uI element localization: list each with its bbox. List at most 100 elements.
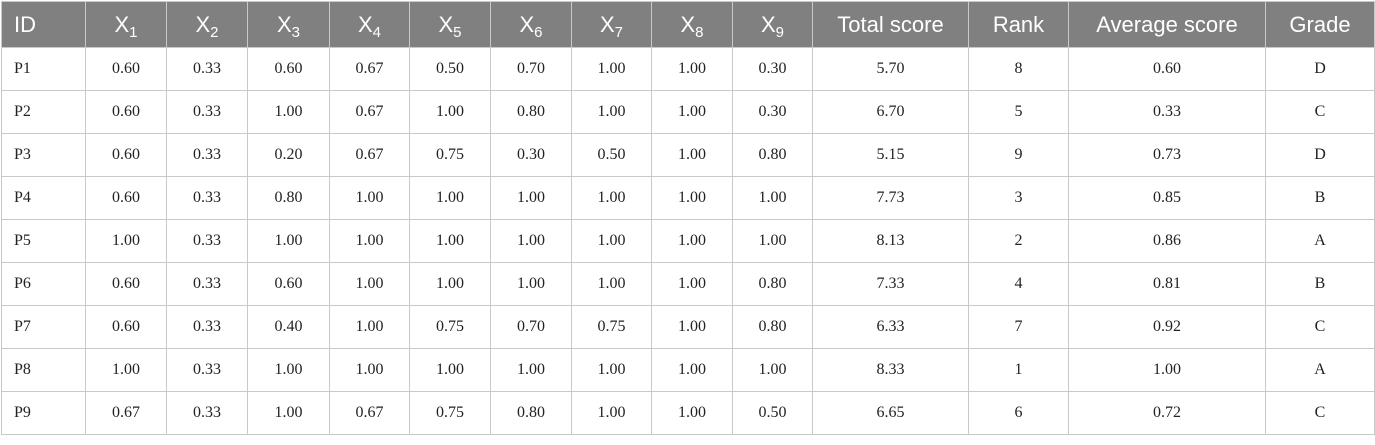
- table-cell: 0.75: [571, 305, 652, 349]
- table-cell: 0.75: [409, 305, 491, 349]
- table-cell: 0.70: [490, 305, 572, 349]
- header-text: ID: [14, 11, 36, 37]
- column-header: Average score: [1068, 1, 1266, 48]
- table-cell: 1.00: [409, 348, 491, 392]
- header-text: X: [276, 11, 292, 37]
- table-cell: 0.60: [85, 262, 167, 306]
- table-cell: 1.00: [1068, 348, 1266, 392]
- table-cell: 0.50: [409, 47, 491, 91]
- header-subscript: 5: [453, 23, 462, 41]
- table-cell: 5: [968, 90, 1069, 134]
- table-row: P5 1.00 0.33 1.00 1.00 1.00 1.00 1.00 1.00 1.00 8.…: [1, 219, 1375, 263]
- table-cell: 2: [968, 219, 1069, 263]
- table-row: P1 0.60 0.33 0.60 0.67 0.50 0.70 1.00 1.00 0.30 5.…: [1, 47, 1375, 91]
- table-cell: C: [1265, 90, 1375, 134]
- table-row: P7 0.60 0.33 0.40 1.00 0.75 0.70 0.75 1.00 0.80 6.…: [1, 305, 1375, 349]
- table-cell: 0.67: [329, 90, 410, 134]
- table-cell: 6: [968, 391, 1069, 435]
- table-cell: 0.92: [1068, 305, 1266, 349]
- table-cell: 0.60: [247, 47, 330, 91]
- column-header: X5: [409, 1, 491, 48]
- score-table: ID X1 X2 X3 X4 X5 X6 X7 X8 X9 Total score Rank Avera…: [1, 1, 1375, 435]
- table-cell: 1.00: [732, 219, 813, 263]
- column-header: Rank: [968, 1, 1069, 48]
- table-cell: 1.00: [490, 348, 572, 392]
- table-row: P2 0.60 0.33 1.00 0.67 1.00 0.80 1.00 1.00 0.30 6.…: [1, 90, 1375, 134]
- table-cell: 0.67: [85, 391, 167, 435]
- column-header: X3: [247, 1, 330, 48]
- table-cell: B: [1265, 262, 1375, 306]
- table-cell: 0.33: [1068, 90, 1266, 134]
- table-cell: 0.72: [1068, 391, 1266, 435]
- header-subscript: 6: [534, 23, 543, 41]
- table-cell: B: [1265, 176, 1375, 220]
- header-row: ID X1 X2 X3 X4 X5 X6 X7 X8 X9 Total score Rank Avera…: [1, 1, 1375, 48]
- table-cell: 1.00: [571, 90, 652, 134]
- table-cell: 0.60: [85, 47, 167, 91]
- header-subscript: 3: [291, 23, 301, 41]
- table-cell: 0.80: [732, 133, 813, 177]
- table-cell: P7: [1, 305, 86, 349]
- table-cell: 0.85: [1068, 176, 1266, 220]
- table-cell: 6.65: [812, 391, 969, 435]
- table-cell: P4: [1, 176, 86, 220]
- header-text: Grade: [1289, 11, 1351, 37]
- table-cell: P8: [1, 348, 86, 392]
- header-text: Total score: [837, 11, 944, 37]
- table-cell: 1.00: [651, 219, 733, 263]
- header-subscript: 2: [210, 23, 219, 41]
- table-cell: 1.00: [329, 348, 410, 392]
- table-cell: P3: [1, 133, 86, 177]
- table-cell: 0.60: [85, 176, 167, 220]
- table-cell: D: [1265, 47, 1375, 91]
- header-subscript: 1: [129, 23, 138, 41]
- table-cell: 1.00: [329, 219, 410, 263]
- table-cell: 0.70: [490, 47, 572, 91]
- table-cell: 1.00: [571, 219, 652, 263]
- table-cell: 9: [968, 133, 1069, 177]
- column-header: X9: [732, 1, 813, 48]
- table-cell: 0.80: [247, 176, 330, 220]
- table-cell: 1.00: [409, 176, 491, 220]
- table-cell: 1.00: [571, 348, 652, 392]
- table-cell: 1.00: [490, 176, 572, 220]
- header-subscript: 7: [614, 23, 624, 41]
- table-cell: 0.30: [732, 47, 813, 91]
- table-cell: 0.67: [329, 391, 410, 435]
- column-header: ID: [1, 1, 86, 48]
- table-cell: 5.70: [812, 47, 969, 91]
- table-cell: 1: [968, 348, 1069, 392]
- table-cell: 0.20: [247, 133, 330, 177]
- table-cell: 1.00: [247, 391, 330, 435]
- table-cell: C: [1265, 391, 1375, 435]
- header-text: X: [114, 11, 130, 37]
- table-cell: 0.50: [732, 391, 813, 435]
- header-subscript: 9: [775, 23, 785, 41]
- header-text: Rank: [992, 11, 1045, 37]
- table-cell: P1: [1, 47, 86, 91]
- table-cell: 0.33: [166, 47, 248, 91]
- column-header: X6: [490, 1, 572, 48]
- column-header: X1: [85, 1, 167, 48]
- header-text: X: [760, 11, 776, 37]
- table-cell: 7.33: [812, 262, 969, 306]
- table-cell: 1.00: [571, 47, 652, 91]
- table-cell: 5.15: [812, 133, 969, 177]
- table-cell: 0.33: [166, 391, 248, 435]
- table-cell: D: [1265, 133, 1375, 177]
- table-cell: P9: [1, 391, 86, 435]
- table-cell: 1.00: [409, 219, 491, 263]
- column-header: X2: [166, 1, 248, 48]
- table-cell: 1.00: [247, 219, 330, 263]
- table-cell: P6: [1, 262, 86, 306]
- table-cell: 1.00: [247, 348, 330, 392]
- table-cell: 4: [968, 262, 1069, 306]
- header-text: X: [357, 11, 373, 37]
- header-text: Average score: [1096, 11, 1238, 37]
- table-cell: 0.40: [247, 305, 330, 349]
- table-row: P8 1.00 0.33 1.00 1.00 1.00 1.00 1.00 1.00 1.00 8.…: [1, 348, 1375, 392]
- table-cell: 0.80: [732, 262, 813, 306]
- table-cell: 1.00: [651, 176, 733, 220]
- table-cell: 1.00: [651, 133, 733, 177]
- table-cell: 0.33: [166, 133, 248, 177]
